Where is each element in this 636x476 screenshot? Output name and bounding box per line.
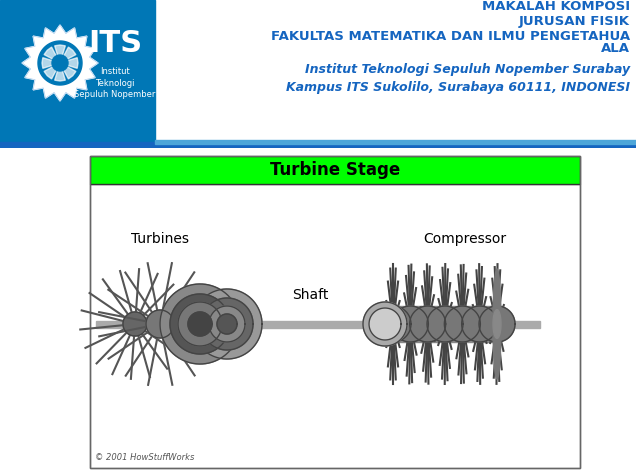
Text: Shaft: Shaft — [292, 288, 328, 302]
Text: Compressor: Compressor — [424, 232, 506, 246]
Text: ITS: ITS — [88, 29, 142, 58]
Polygon shape — [160, 284, 240, 364]
Polygon shape — [44, 63, 60, 79]
Polygon shape — [123, 312, 147, 336]
Polygon shape — [60, 63, 76, 79]
Text: Institut
Teknologi
Sepuluh Nopember: Institut Teknologi Sepuluh Nopember — [74, 68, 156, 99]
Polygon shape — [462, 306, 497, 342]
Polygon shape — [493, 309, 501, 338]
Polygon shape — [170, 294, 230, 354]
Polygon shape — [201, 298, 253, 350]
Text: Turbines: Turbines — [131, 232, 189, 246]
Polygon shape — [427, 306, 463, 342]
Text: Turbine Stage: Turbine Stage — [270, 161, 400, 179]
Polygon shape — [178, 302, 222, 346]
Bar — [90, 184, 580, 468]
Polygon shape — [146, 310, 174, 338]
Polygon shape — [22, 25, 98, 101]
Polygon shape — [52, 55, 68, 71]
Text: ALA: ALA — [601, 42, 630, 56]
Polygon shape — [60, 47, 76, 63]
Bar — [155, 140, 636, 144]
Text: JURUSAN FISIK: JURUSAN FISIK — [519, 14, 630, 28]
Text: Institut Teknologi Sepuluh Nopember Surabay: Institut Teknologi Sepuluh Nopember Sura… — [305, 63, 630, 77]
Text: Kampus ITS Sukolilo, Surabaya 60111, INDONESI: Kampus ITS Sukolilo, Surabaya 60111, IND… — [286, 81, 630, 95]
Polygon shape — [217, 314, 237, 334]
Bar — [90, 156, 580, 184]
Polygon shape — [363, 302, 407, 346]
Polygon shape — [60, 58, 78, 69]
Polygon shape — [209, 306, 245, 342]
Polygon shape — [479, 306, 515, 342]
Bar — [90, 156, 580, 468]
Polygon shape — [55, 45, 66, 63]
Polygon shape — [375, 306, 411, 342]
Polygon shape — [493, 269, 501, 379]
Bar — [96, 320, 540, 327]
Bar — [0, 142, 636, 148]
Polygon shape — [192, 289, 262, 359]
Polygon shape — [42, 58, 60, 69]
Polygon shape — [445, 306, 480, 342]
Polygon shape — [44, 47, 60, 63]
Polygon shape — [188, 312, 212, 336]
Polygon shape — [38, 41, 82, 85]
Text: FAKULTAS MATEMATIKA DAN ILMU PENGETAHUA: FAKULTAS MATEMATIKA DAN ILMU PENGETAHUA — [271, 30, 630, 42]
Polygon shape — [410, 306, 446, 342]
Polygon shape — [392, 306, 428, 342]
Polygon shape — [55, 63, 66, 81]
Polygon shape — [369, 308, 401, 340]
Text: MAKALAH KOMPOSI: MAKALAH KOMPOSI — [482, 0, 630, 13]
Bar — [0, 0, 155, 148]
Text: © 2001 HowStuffWorks: © 2001 HowStuffWorks — [95, 453, 195, 462]
Bar — [393, 306, 497, 342]
